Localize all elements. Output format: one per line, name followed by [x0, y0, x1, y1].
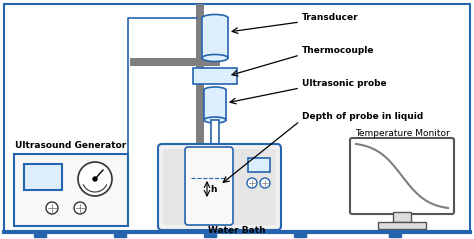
FancyBboxPatch shape	[158, 144, 281, 230]
Bar	[193, 68, 237, 84]
Bar	[204, 232, 216, 237]
Text: Thermocouple: Thermocouple	[302, 46, 374, 55]
Circle shape	[260, 178, 270, 188]
Bar	[378, 222, 426, 229]
Bar	[114, 232, 126, 237]
Ellipse shape	[204, 87, 226, 93]
Text: Depth of probe in liquid: Depth of probe in liquid	[302, 112, 423, 121]
Circle shape	[46, 202, 58, 214]
Text: Ultrasonic probe: Ultrasonic probe	[302, 79, 387, 88]
Bar	[24, 164, 62, 190]
Bar	[389, 232, 401, 237]
Bar	[196, 4, 204, 232]
Circle shape	[93, 177, 97, 181]
Ellipse shape	[202, 15, 228, 22]
Text: Water Bath: Water Bath	[208, 226, 266, 235]
Bar	[248, 158, 270, 172]
Text: Temperature Monitor: Temperature Monitor	[355, 129, 449, 138]
Bar	[393, 212, 411, 222]
Ellipse shape	[202, 54, 228, 61]
FancyBboxPatch shape	[350, 138, 454, 214]
Bar	[204, 90, 226, 120]
Circle shape	[78, 162, 112, 196]
Circle shape	[74, 202, 86, 214]
Ellipse shape	[204, 117, 226, 123]
Bar	[34, 232, 46, 237]
Bar	[202, 18, 228, 58]
Bar	[294, 232, 306, 237]
Bar	[130, 58, 220, 66]
Text: Ultrasound Generator: Ultrasound Generator	[15, 141, 127, 150]
Circle shape	[247, 178, 257, 188]
FancyBboxPatch shape	[185, 147, 233, 225]
FancyBboxPatch shape	[163, 149, 276, 225]
Text: h: h	[210, 185, 217, 195]
Bar	[14, 154, 128, 226]
Bar	[211, 120, 219, 200]
Text: Transducer: Transducer	[302, 13, 359, 22]
